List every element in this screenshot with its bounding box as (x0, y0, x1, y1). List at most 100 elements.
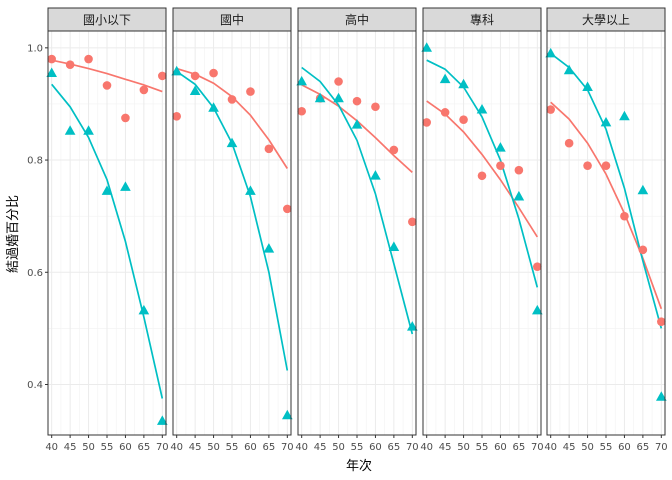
y-tick-label: 0.8 (27, 156, 43, 167)
data-point (563, 64, 575, 75)
data-point (101, 185, 113, 195)
data-point (655, 391, 667, 401)
data-point (389, 145, 399, 155)
x-tick-label: 70 (156, 442, 169, 453)
facet-strip-label: 專科 (470, 13, 494, 27)
data-point (638, 245, 648, 255)
x-tick-label: 50 (332, 442, 345, 453)
data-point (296, 75, 308, 86)
x-tick-label: 70 (406, 442, 419, 453)
data-point (246, 87, 255, 96)
facet-panel: 國小以下 40 45 50 55 60 65 70 (45, 7, 169, 453)
data-point (620, 211, 629, 221)
data-point (156, 415, 168, 425)
x-tick-label: 55 (600, 442, 613, 453)
data-point (47, 54, 56, 64)
data-point (352, 96, 362, 106)
data-point (582, 81, 593, 92)
data-point (333, 92, 344, 103)
data-point (208, 102, 219, 112)
x-tick-label: 40 (170, 442, 183, 453)
data-point (189, 85, 201, 95)
data-point (314, 92, 326, 103)
data-point (120, 181, 131, 191)
data-point (64, 125, 76, 135)
facet-strip-label: 高中 (345, 12, 369, 27)
facet-panel: 國中 40 45 50 55 60 65 70 (170, 7, 294, 453)
x-tick-label: 60 (244, 442, 257, 453)
x-tick-label: 45 (64, 442, 77, 453)
data-point (495, 142, 506, 152)
data-point (459, 115, 468, 124)
x-tick-label: 40 (420, 442, 433, 453)
data-point (334, 77, 343, 86)
x-tick-label: 65 (263, 442, 276, 453)
data-point (388, 241, 400, 251)
data-point (138, 304, 150, 315)
data-point (227, 95, 237, 104)
data-point (637, 184, 649, 195)
data-point (158, 71, 167, 81)
x-tick-label: 65 (637, 442, 650, 453)
data-point (477, 171, 487, 181)
data-point (601, 161, 611, 170)
x-tick-label: 70 (655, 442, 668, 453)
x-axis-title: 年次 (346, 458, 372, 474)
y-axis-title: 結過婚百分比 (6, 195, 21, 273)
x-tick-label: 50 (82, 442, 95, 453)
data-point (546, 105, 555, 114)
x-tick-label: 65 (388, 442, 401, 453)
data-point (545, 47, 557, 58)
x-tick-label: 60 (119, 442, 132, 453)
x-tick-label: 55 (226, 442, 239, 453)
data-point (408, 217, 417, 227)
y-tick-label: 0.6 (27, 268, 43, 279)
y-tick-label: 1.0 (27, 43, 43, 54)
data-point (245, 185, 256, 195)
facet-panel: 高中 40 45 50 55 60 65 70 (295, 7, 419, 453)
fit-curve (51, 83, 164, 399)
x-tick-label: 40 (544, 442, 557, 453)
data-point (533, 262, 542, 271)
data-point (514, 165, 524, 175)
data-point (351, 119, 363, 129)
facet-panel: 大學以上 40 45 50 55 60 65 70 (544, 7, 668, 453)
x-tick-label: 55 (101, 442, 114, 453)
data-point (406, 321, 418, 331)
data-point (531, 304, 543, 315)
x-tick-label: 65 (513, 442, 526, 453)
x-tick-label: 70 (281, 442, 294, 453)
x-tick-label: 60 (369, 442, 382, 453)
data-point (297, 106, 306, 116)
data-point (422, 118, 431, 127)
data-point (264, 144, 274, 154)
data-point (65, 60, 75, 69)
x-tick-label: 50 (207, 442, 220, 453)
x-tick-label: 45 (189, 442, 202, 453)
x-tick-label: 40 (45, 442, 58, 453)
x-tick-label: 40 (295, 442, 308, 453)
data-point (496, 161, 505, 170)
x-tick-label: 60 (618, 442, 631, 453)
data-point (121, 113, 130, 123)
y-tick-label: 0.4 (27, 380, 43, 391)
x-tick-label: 45 (563, 442, 576, 453)
data-point (370, 170, 381, 180)
fit-curve (301, 66, 414, 335)
facet-panels: 國小以下 40 45 50 55 60 65 70 國中 40 45 50 55 60 65 70 高中 40 45… (45, 7, 668, 453)
data-point (102, 81, 112, 90)
data-point (84, 54, 93, 64)
facet-strip-label: 國中 (220, 12, 244, 27)
data-point (371, 102, 380, 112)
data-point (513, 190, 525, 201)
data-point (476, 103, 488, 114)
data-point (172, 111, 181, 121)
data-point (458, 78, 469, 89)
data-point (564, 138, 574, 148)
x-tick-label: 45 (314, 442, 327, 453)
data-point (46, 67, 58, 78)
x-tick-label: 55 (351, 442, 364, 453)
data-point (657, 317, 666, 326)
data-point (281, 409, 293, 420)
